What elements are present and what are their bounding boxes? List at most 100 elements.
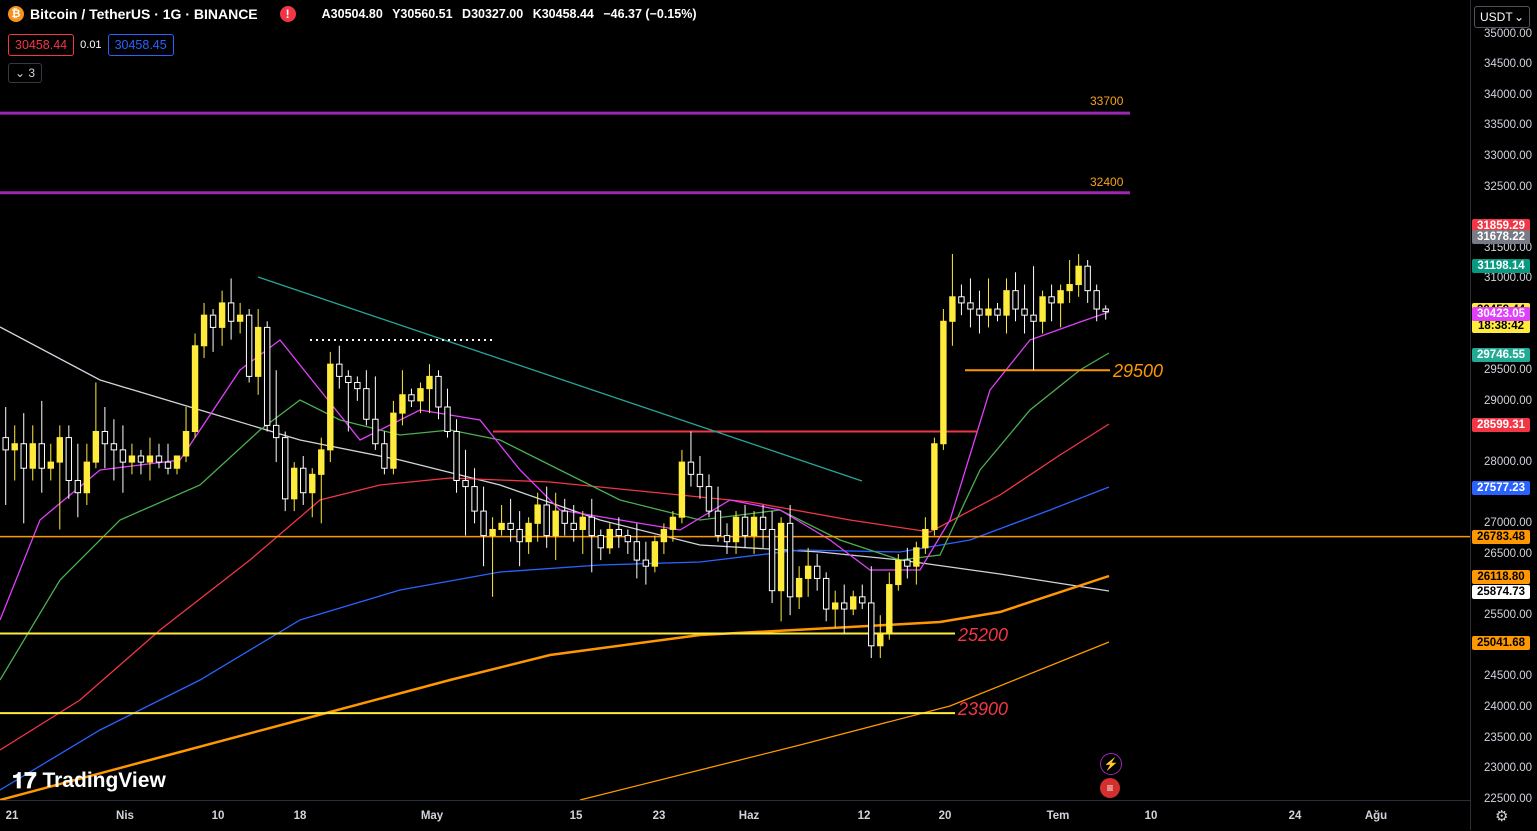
- market-status-icon[interactable]: !: [279, 6, 296, 22]
- candle-up: [426, 375, 433, 390]
- candle-up: [498, 522, 505, 530]
- candle-up: [678, 461, 686, 518]
- candle-down: [705, 486, 713, 512]
- candle-down: [714, 510, 722, 537]
- candle-down: [354, 382, 361, 390]
- candle-down: [2, 437, 9, 451]
- level-label-23900: 23900: [958, 699, 1009, 719]
- buy-button[interactable]: 30458.45: [107, 34, 174, 56]
- lightning-icon[interactable]: ⚡: [1100, 753, 1122, 775]
- level-label-29500: 29500: [1113, 361, 1164, 381]
- candle-up: [11, 443, 18, 451]
- candle-up: [200, 314, 208, 347]
- candle-up: [83, 461, 91, 494]
- ma-magenta-line: [0, 311, 1110, 621]
- indicators-count: 3: [28, 66, 36, 80]
- candle-up: [128, 455, 136, 463]
- candle-down: [768, 528, 776, 592]
- candle-down: [967, 302, 974, 310]
- price-chart-svg[interactable]: [0, 0, 1470, 802]
- y-tick-label: 31500.00: [1484, 241, 1532, 254]
- candle-up: [732, 516, 740, 543]
- candle-up: [1057, 290, 1064, 304]
- brand-name: TradingView: [42, 769, 166, 792]
- candle-down: [38, 443, 45, 469]
- x-tick-label: 23: [652, 810, 666, 822]
- price-axis[interactable]: 35000.00 34500.00 34000.00 33500.00 33000.00…: [1470, 0, 1537, 830]
- y-tick-label: 26500.00: [1484, 547, 1532, 560]
- us-flag-icon[interactable]: ≡: [1100, 778, 1120, 798]
- symbol-title[interactable]: Bitcoin / TetherUS · 1G · BINANCE: [30, 6, 258, 22]
- candle-up: [552, 510, 559, 537]
- candle-up: [1075, 265, 1082, 286]
- price-tag: 18:38:42: [1472, 318, 1530, 333]
- y-tick-label: 34500.00: [1484, 58, 1532, 71]
- y-tick-label: 31000.00: [1484, 272, 1532, 285]
- candle-up: [750, 516, 758, 537]
- sell-button[interactable]: 30458.44: [8, 34, 75, 56]
- candle-down: [209, 314, 217, 328]
- candle-down: [65, 437, 73, 481]
- time-axis[interactable]: 21 Nis 10 18 May 15 23 Haz 12 20 Tem 10 24 Ağu: [0, 800, 1470, 831]
- candle-down: [444, 406, 451, 432]
- candle-up: [318, 449, 325, 475]
- chevron-down-icon: ⌄: [1513, 10, 1524, 24]
- x-tick-label: 12: [857, 810, 871, 822]
- candle-up: [254, 326, 262, 377]
- candle-down: [227, 302, 235, 322]
- candle-down: [101, 430, 109, 445]
- candle-up: [1003, 290, 1010, 316]
- chevron-down-icon: ⌄: [15, 66, 26, 80]
- candle-down: [543, 504, 550, 537]
- trade-buttons: 30458.44 0.01 30458.45: [8, 34, 174, 56]
- candle-up: [236, 314, 244, 322]
- candle-down: [642, 559, 650, 567]
- chart-canvas[interactable]: [0, 0, 1470, 802]
- y-tick-label: 35000.00: [1484, 27, 1532, 40]
- x-tick-label: Ağu: [1364, 810, 1388, 822]
- candle-up: [940, 320, 947, 445]
- y-tick-label: 24500.00: [1484, 670, 1532, 683]
- currency-selector[interactable]: USDT ⌄: [1474, 6, 1530, 28]
- candle-up: [606, 528, 613, 549]
- level-label-25200: 25200: [958, 625, 1009, 645]
- candle-up: [985, 308, 992, 316]
- candle-up: [922, 528, 929, 549]
- candle-up: [327, 363, 334, 451]
- candle-up: [931, 443, 938, 530]
- indicators-toggle[interactable]: ⌄ 3: [8, 63, 43, 83]
- price-tag: 25874.73: [1472, 585, 1530, 600]
- candle-down: [1021, 308, 1028, 316]
- candle-up: [47, 461, 54, 469]
- tradingview-logo[interactable]: 𝟏𝟕 TradingView: [12, 768, 166, 794]
- candle-down: [624, 535, 632, 543]
- x-tick-label: 10: [211, 810, 225, 822]
- tradingview-icon: 𝟏𝟕: [12, 768, 37, 793]
- y-tick-label: 33000.00: [1484, 149, 1532, 162]
- candle-down: [561, 510, 568, 524]
- candle-up: [309, 473, 316, 494]
- candle-up: [651, 541, 659, 567]
- candle-down: [1084, 265, 1091, 292]
- candle-up: [795, 577, 803, 598]
- candle-down: [245, 314, 253, 377]
- candle-up: [182, 430, 190, 457]
- x-tick-label: 21: [5, 810, 19, 822]
- candle-down: [633, 541, 641, 561]
- candle-up: [92, 430, 100, 463]
- candle-down: [759, 516, 767, 530]
- x-tick-label: 10: [1144, 810, 1158, 822]
- candle-down: [363, 388, 370, 420]
- candle-down: [741, 516, 749, 537]
- candle-up: [1039, 296, 1046, 322]
- spread-value: 0.01: [80, 39, 102, 51]
- candle-up: [669, 516, 677, 530]
- candle-up: [489, 528, 496, 537]
- settings-gear-icon[interactable]: ⚙: [1495, 808, 1509, 825]
- price-tag: 27577.23: [1472, 480, 1530, 495]
- candle-up: [1066, 284, 1073, 292]
- ma-orange-line: [0, 574, 1110, 802]
- x-tick-label: 24: [1288, 810, 1302, 822]
- bitcoin-icon: ₿: [8, 6, 24, 22]
- candle-down: [994, 308, 1001, 316]
